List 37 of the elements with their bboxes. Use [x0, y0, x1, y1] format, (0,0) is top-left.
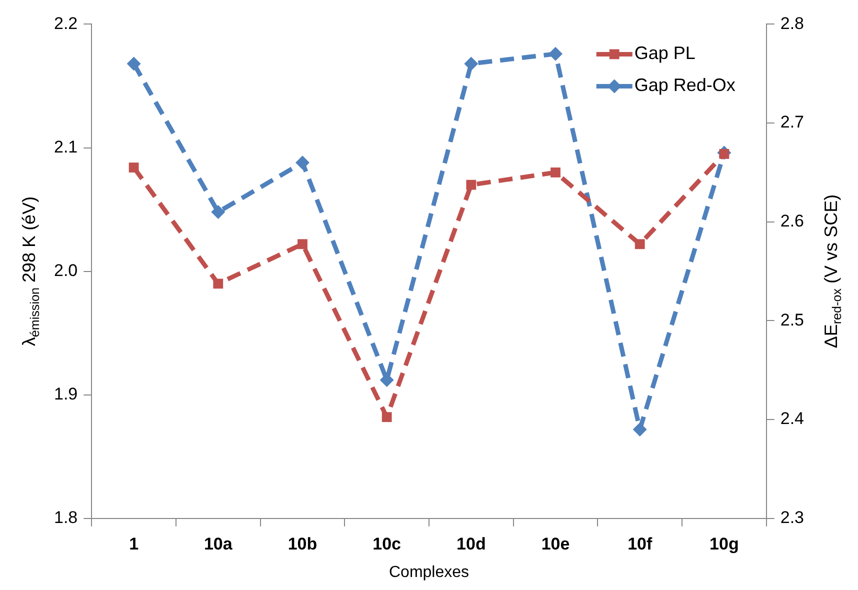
x-tick-label: 10e — [541, 534, 570, 554]
y-tick-label: 2.2 — [54, 14, 78, 33]
x-tick-label: 10b — [288, 534, 318, 554]
x-tick-label: 10g — [710, 534, 739, 554]
x-tick-label: 1 — [129, 534, 139, 554]
point — [298, 239, 308, 250]
y-tick-label: 2.0 — [54, 260, 78, 280]
point — [632, 422, 647, 436]
point — [464, 56, 478, 71]
point — [382, 412, 392, 422]
point — [128, 162, 139, 172]
y2-tick-label: 2.6 — [780, 212, 804, 231]
x-tick-label: 10f — [628, 534, 652, 554]
y-axis-title: λémission 298 K (éV) — [18, 196, 42, 346]
y-tick-label: 1.8 — [54, 508, 78, 528]
x-tick-label: 10a — [204, 534, 233, 554]
point — [550, 168, 560, 178]
y2-tick-label: 2.4 — [780, 409, 804, 428]
point — [548, 46, 563, 61]
point — [634, 239, 645, 250]
point — [466, 180, 476, 190]
y2-tick-label: 2.5 — [780, 310, 804, 330]
legend-label: Gap PL — [634, 43, 696, 64]
point — [211, 204, 226, 219]
y-tick-label: 2.1 — [54, 137, 78, 156]
y2-tick-label: 2.7 — [780, 112, 804, 132]
point — [213, 278, 224, 289]
x-tick-label: 10d — [456, 534, 486, 554]
x-tick-label: 10c — [372, 534, 402, 554]
point — [295, 156, 310, 170]
point — [126, 56, 141, 71]
y-tick-label: 1.9 — [54, 384, 78, 404]
y2-tick-label: 2.8 — [780, 14, 804, 33]
x-axis-title: Complexes — [388, 564, 470, 581]
legend-label: Gap Red-Ox — [634, 75, 736, 96]
y2-tick-label: 2.3 — [780, 508, 804, 528]
y2-axis-title: ΔEred-ox (V vs SCE) — [820, 194, 844, 348]
